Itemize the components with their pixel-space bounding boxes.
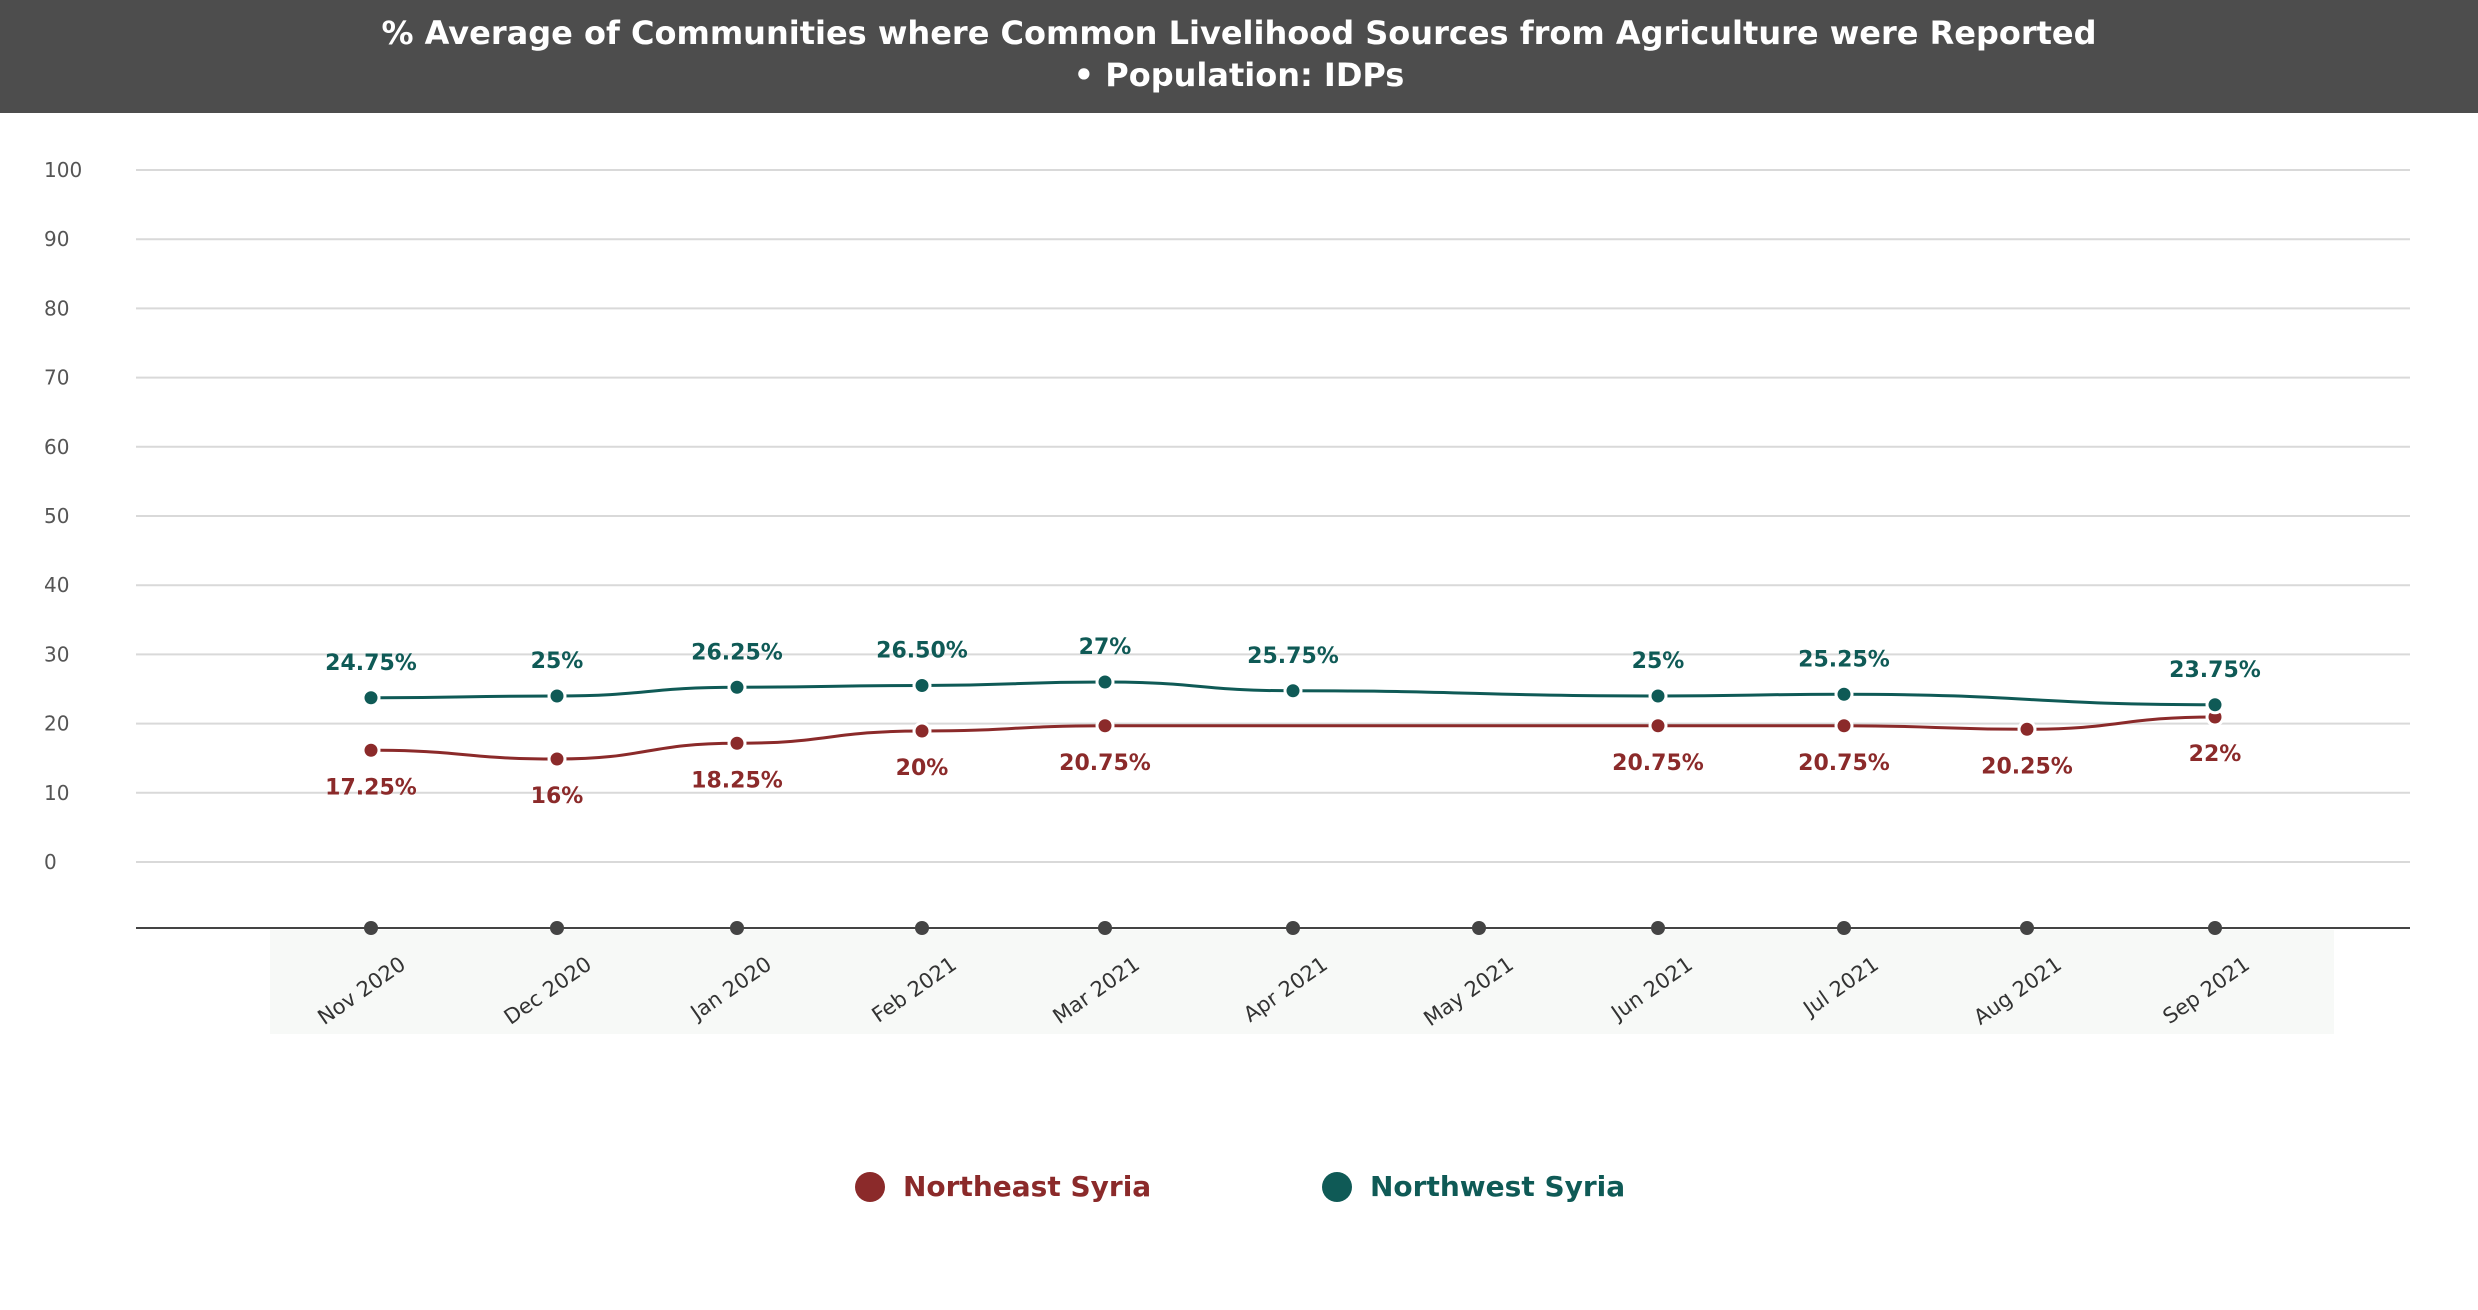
x-tick-marker — [915, 921, 929, 935]
y-tick-label: 60 — [44, 435, 69, 459]
data-label: 25.25% — [1798, 647, 1890, 672]
data-label: 26.25% — [691, 640, 783, 665]
data-label: 23.75% — [2169, 658, 2261, 683]
legend-swatch-northwest — [1322, 1171, 1352, 1202]
x-tick-marker — [2020, 921, 2034, 935]
chart-title: % Average of Communities where Common Li… — [0, 0, 2478, 113]
data-point — [547, 686, 567, 706]
y-tick-label: 100 — [44, 158, 82, 182]
data-label: 26.50% — [876, 639, 968, 664]
data-point — [1834, 716, 1854, 736]
y-tick-label: 80 — [44, 296, 69, 320]
grid-layer — [136, 169, 2410, 863]
data-point — [361, 688, 381, 708]
data-label: 27% — [1079, 635, 1132, 660]
data-point — [1095, 672, 1115, 692]
x-tick-marker — [1837, 921, 1851, 935]
x-tick-marker — [550, 921, 564, 935]
data-label: 18.25% — [691, 768, 783, 793]
x-tick-marker — [2208, 921, 2222, 935]
chart-title-line-2: • Population: IDPs — [1073, 56, 1405, 94]
data-point — [361, 740, 381, 760]
legend-swatch-northeast — [855, 1171, 885, 1202]
data-label: 24.75% — [325, 651, 417, 676]
data-point — [912, 676, 932, 695]
legend-item-northwest[interactable]: Northwest Syria — [1322, 1170, 1625, 1203]
data-label: 20% — [896, 756, 949, 781]
data-point — [2017, 719, 2037, 739]
series-layer — [361, 672, 2225, 769]
x-tick-marker — [1472, 921, 1486, 935]
y-tick-label: 0 — [44, 850, 57, 874]
data-label: 25% — [1632, 649, 1685, 674]
data-point — [1283, 681, 1303, 701]
data-label: 20.75% — [1612, 751, 1704, 776]
y-tick-label: 20 — [44, 712, 69, 736]
y-tick-label: 10 — [44, 781, 69, 805]
data-labels: 17.25% 16% 18.25% 20% 20.75% 20.75% 20.75% 20.2… — [325, 635, 2261, 809]
x-tick-marker — [364, 921, 378, 935]
data-label: 25.75% — [1247, 644, 1339, 669]
data-point — [1095, 716, 1115, 736]
chart-title-line-1: % Average of Communities where Common Li… — [381, 14, 2097, 52]
legend-item-northeast[interactable]: Northeast Syria — [855, 1170, 1151, 1203]
y-tick-label: 90 — [44, 227, 69, 251]
legend-label-northwest: Northwest Syria — [1370, 1170, 1626, 1203]
data-point — [912, 721, 932, 741]
data-label: 20.75% — [1798, 751, 1890, 776]
data-label: 17.25% — [325, 775, 417, 800]
data-point — [547, 749, 567, 769]
data-label: 25% — [531, 649, 584, 674]
legend-label-northeast: Northeast Syria — [903, 1170, 1152, 1203]
y-tick-label: 30 — [44, 642, 69, 666]
x-tick-marker — [1286, 921, 1300, 935]
x-axis: Nov 2020 Dec 2020 Jan 2020 Feb 2021 Mar 2021… — [136, 921, 2410, 1034]
data-label: 16% — [531, 784, 584, 809]
data-point — [727, 677, 747, 697]
x-tick-marker — [1651, 921, 1665, 935]
series-line-northeast — [370, 715, 2216, 761]
x-tick-marker — [730, 921, 744, 935]
x-axis-band — [270, 930, 2334, 1034]
data-label: 20.25% — [1981, 754, 2073, 779]
y-tick-label: 40 — [44, 573, 69, 597]
data-point — [1834, 684, 1854, 704]
data-label: 22% — [2189, 742, 2242, 767]
y-tick-label: 50 — [44, 504, 69, 528]
data-point — [1648, 686, 1668, 706]
data-point — [2205, 695, 2225, 715]
data-label: 20.75% — [1059, 751, 1151, 776]
x-tick-marker — [1098, 921, 1112, 935]
data-point — [1648, 716, 1668, 736]
data-point — [727, 733, 747, 753]
y-tick-label: 70 — [44, 366, 69, 390]
